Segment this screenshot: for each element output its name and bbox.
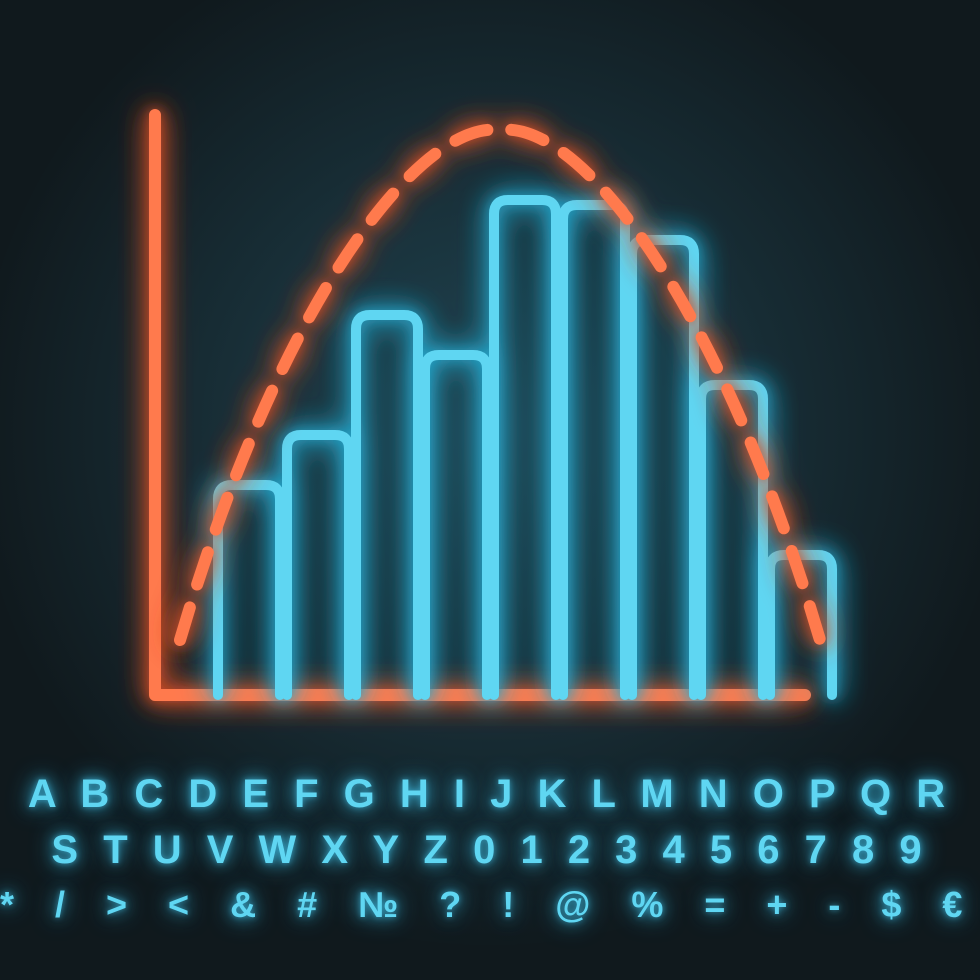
neon-histogram-infographic: A B C D E F G H I J K L M N O P Q R S T U… — [0, 0, 980, 980]
glyph-row-alnum: S T U V W X Y Z 0 1 2 3 4 5 6 7 8 9 — [0, 828, 980, 873]
glyph-row-alnum: A B C D E F G H I J K L M N O P Q R — [0, 772, 980, 817]
glyph-row-symbols: * / > < & # № ? ! @ % = + - $ € £ ( . , … — [0, 884, 980, 926]
